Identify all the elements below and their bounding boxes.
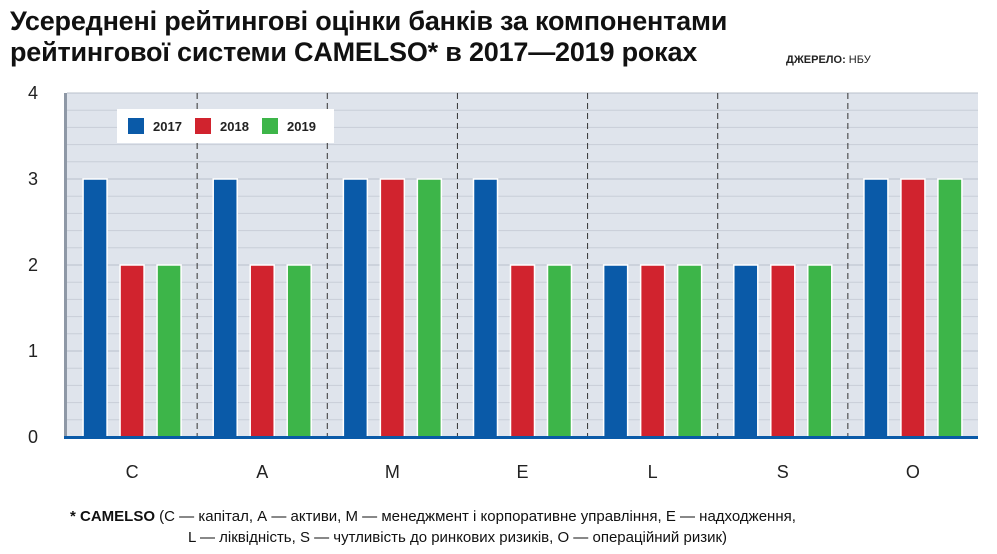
title-line-1: Усереднені рейтингові оцінки банків за к…: [10, 6, 728, 36]
source-value: НБУ: [848, 54, 871, 66]
legend-box: [117, 109, 334, 143]
source-note: ДЖЕРЕЛО: НБУ: [786, 54, 871, 66]
bar-M-2019: [416, 178, 443, 438]
bars: [82, 178, 963, 438]
bar-L-2019: [676, 264, 703, 438]
x-tick-label: M: [385, 462, 400, 482]
bar-E-2017: [472, 178, 499, 438]
footnote-text-1: (С — капітал, А — активи, М — менеджмент…: [155, 508, 796, 525]
source-label: ДЖЕРЕЛО:: [786, 54, 846, 66]
y-axis-line: [64, 93, 67, 439]
footnote-line-1: * CAMELSO (С — капітал, А — активи, М — …: [70, 506, 970, 527]
legend-label-2019: 2019: [287, 119, 316, 134]
footnote-label: * CAMELSO: [70, 508, 156, 525]
bar-C-2019: [156, 264, 182, 438]
bar-O-2017: [863, 178, 889, 438]
footnote-line-2: L — ліквідність, S — чутливість до ринко…: [188, 529, 728, 546]
bar-S-2018: [770, 264, 796, 438]
legend: 2017 2018 2019: [117, 109, 334, 143]
bar-O-2018: [900, 178, 926, 438]
bar-A-2017: [212, 178, 238, 438]
axes: [64, 93, 978, 439]
chart-title: Усереднені рейтингові оцінки банків за к…: [10, 6, 727, 68]
legend-label-2018: 2018: [220, 119, 249, 134]
bar-C-2018: [119, 264, 145, 438]
x-tick-label: C: [126, 462, 139, 482]
bar-C-2017: [82, 178, 108, 438]
bar-E-2019: [546, 264, 573, 438]
bar-L-2018: [639, 264, 666, 438]
bar-chart: 0 1 2 3 4 C A M E L S O 2017 2018 2019: [28, 83, 978, 482]
y-tick-label: 3: [28, 169, 38, 189]
bar-A-2019: [286, 264, 312, 438]
y-tick-labels: 0 1 2 3 4: [28, 83, 38, 447]
y-tick-label: 0: [28, 427, 38, 447]
x-tick-label: E: [516, 462, 528, 482]
x-tick-label: S: [777, 462, 789, 482]
y-tick-label: 2: [28, 255, 38, 275]
bar-L-2017: [602, 264, 629, 438]
bar-O-2019: [937, 178, 963, 438]
x-tick-label: A: [256, 462, 268, 482]
group-separators: [196, 93, 849, 437]
bar-S-2017: [733, 264, 759, 438]
footnote: * CAMELSO (С — капітал, А — активи, М — …: [70, 506, 970, 548]
bar-M-2018: [379, 178, 406, 438]
x-tick-label: L: [648, 462, 658, 482]
bar-S-2019: [807, 264, 833, 438]
x-tick-label: O: [906, 462, 920, 482]
title-line-2: рейтингової системи CAMELSO* в 2017—2019…: [10, 37, 698, 67]
x-axis-line: [64, 436, 978, 439]
legend-swatch-2017: [128, 118, 144, 134]
bar-E-2018: [509, 264, 536, 438]
bar-A-2018: [249, 264, 275, 438]
legend-swatch-2019: [262, 118, 278, 134]
legend-swatch-2018: [195, 118, 211, 134]
legend-label-2017: 2017: [153, 119, 182, 134]
bar-M-2017: [342, 178, 369, 438]
y-tick-label: 4: [28, 83, 38, 103]
y-tick-label: 1: [28, 341, 38, 361]
